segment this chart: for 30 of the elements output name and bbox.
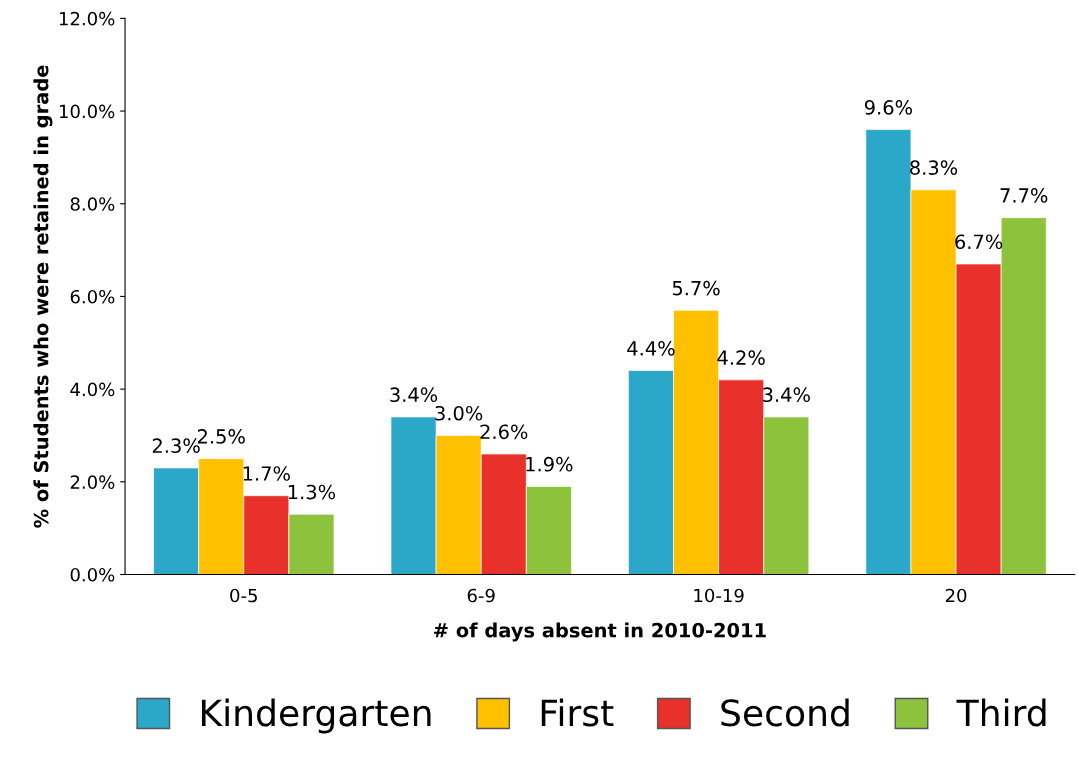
data-label: 3.4% xyxy=(763,387,810,403)
data-label: 2.6% xyxy=(480,424,528,440)
data-label: 1.7% xyxy=(243,466,290,481)
data-label: 2.5% xyxy=(197,429,245,444)
y-tick-label: 0.0% xyxy=(70,567,115,582)
y-axis-title: % of Students who were retained in grade xyxy=(33,65,53,528)
y-tick-label: 2.0% xyxy=(70,475,115,489)
legend-label: First xyxy=(541,698,614,727)
data-label: 7.7% xyxy=(1000,188,1048,203)
y-tick-label: 12.0% xyxy=(59,11,115,26)
data-label: 1.3% xyxy=(288,484,336,500)
data-label: 2.3% xyxy=(152,438,200,454)
data-label: 1.9% xyxy=(526,456,573,472)
y-tick-label: 6.0% xyxy=(70,289,115,304)
legend-label: Kindergarten xyxy=(201,698,431,734)
legend-label: Third xyxy=(956,698,1046,727)
data-label: 9.6% xyxy=(864,100,913,115)
y-tick-label: 4.0% xyxy=(70,382,115,397)
data-label: 3.4% xyxy=(390,387,438,403)
x-tick-label: 10-19 xyxy=(694,588,744,603)
data-label: 5.7% xyxy=(672,280,720,296)
x-axis-title: # of days absent in 2010-2011 xyxy=(434,622,766,642)
legend-label: Second xyxy=(721,698,849,727)
x-tick-label: 20 xyxy=(945,588,967,603)
data-label: 3.0% xyxy=(435,405,483,421)
data-label: 8.3% xyxy=(910,160,958,175)
y-tick-label: 10.0% xyxy=(59,104,115,119)
x-tick-label: 0-5 xyxy=(230,588,257,603)
x-tick-label: 6-9 xyxy=(467,588,495,603)
y-tick-label: 8.0% xyxy=(70,197,115,211)
